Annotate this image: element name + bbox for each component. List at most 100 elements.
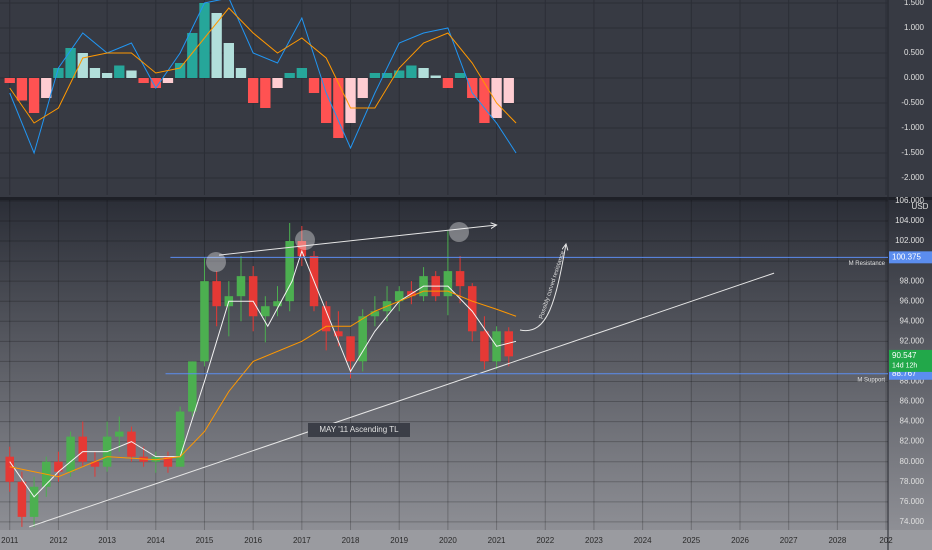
- candle-body: [66, 436, 75, 472]
- x-tick-label: 2013: [98, 536, 116, 545]
- y-tick-label: 0.500: [904, 48, 925, 57]
- annotation: MAY '11 Ascending TL: [319, 425, 399, 434]
- histogram-bar: [114, 65, 125, 78]
- histogram-bar: [430, 75, 441, 78]
- candle-body: [480, 331, 489, 362]
- candle-body: [212, 281, 221, 307]
- y-tick-label: 92.000: [900, 336, 925, 345]
- histogram-bar: [28, 78, 40, 113]
- candle-body: [163, 456, 173, 467]
- y-tick-label: -0.500: [901, 98, 924, 107]
- histogram-bar: [77, 53, 88, 78]
- histogram-bar: [357, 78, 368, 98]
- candle-body: [321, 306, 331, 332]
- x-tick-label: 2015: [196, 536, 214, 545]
- x-tick-label: 2024: [634, 536, 652, 545]
- histogram-bar: [211, 13, 222, 78]
- histogram-bar: [235, 68, 247, 78]
- macd-layer: 1.500 1.000 0.500 0.000 -0.500 -1.000 -1.500 -2…: [0, 0, 925, 195]
- y-tick-label: 96.000: [900, 296, 925, 305]
- histogram-bar: [150, 78, 161, 88]
- y-tick-label: 76.000: [900, 497, 925, 506]
- candle-body: [285, 241, 294, 302]
- histogram-bar: [418, 68, 429, 78]
- annotation-box: [308, 423, 410, 437]
- series-line: [9, 249, 517, 498]
- x-tick-label: 2028: [828, 536, 846, 545]
- histogram-bar: [467, 78, 478, 98]
- candle-body: [443, 271, 453, 297]
- histogram-bar: [394, 70, 405, 78]
- pane-separator: [0, 197, 932, 200]
- y-tick-label: 80.000: [900, 457, 925, 466]
- y-tick-label: 102.000: [895, 236, 924, 245]
- histogram-bar: [321, 78, 332, 123]
- histogram-bar: [89, 68, 101, 78]
- histogram-bar: [126, 70, 137, 78]
- candle-body: [334, 331, 343, 337]
- candle-body: [17, 481, 27, 517]
- price-layer: 106.000104.000102.000100.00098.00096.000…: [0, 196, 932, 545]
- y-tick-label: 82.000: [900, 437, 925, 446]
- histogram-bar: [442, 78, 454, 88]
- x-tick-label: 202: [879, 536, 893, 545]
- unit-label: USD: [912, 202, 929, 211]
- candle-body: [90, 461, 100, 467]
- series-line: [9, 290, 517, 478]
- histogram-bar: [296, 68, 308, 78]
- x-tick-label: 2023: [585, 536, 603, 545]
- level-value: 100.375: [892, 252, 921, 261]
- candle-body: [78, 436, 88, 462]
- y-tick-label: -1.500: [901, 148, 924, 157]
- highlight: [449, 222, 469, 242]
- x-tick-label: 2022: [536, 536, 554, 545]
- histogram-bar: [284, 73, 295, 78]
- candle-body: [504, 331, 514, 357]
- last-price: 90.547: [892, 351, 917, 360]
- histogram-bar: [174, 63, 186, 78]
- candle-body: [236, 276, 246, 297]
- x-tick-label: 2011: [1, 536, 19, 545]
- candle-body: [273, 301, 282, 307]
- y-tick-label: 0.000: [904, 73, 925, 82]
- series-line: [9, 0, 517, 155]
- histogram-bar: [333, 78, 344, 138]
- candle-body: [175, 411, 185, 467]
- macd-pane: [0, 0, 932, 197]
- countdown: 14d 12h: [892, 363, 917, 370]
- curved-arrow: [519, 244, 566, 332]
- y-tick-label: 1.000: [904, 23, 925, 32]
- candle-body: [370, 311, 380, 317]
- histogram-bar: [503, 78, 514, 103]
- x-tick-label: 2021: [488, 536, 506, 545]
- histogram-bar: [406, 65, 417, 78]
- histogram-bar: [272, 78, 283, 88]
- x-tick-label: 2019: [390, 536, 408, 545]
- histogram-bar: [199, 3, 210, 78]
- y-tick-label: -1.000: [901, 123, 924, 132]
- y-tick-label: 104.000: [895, 216, 924, 225]
- series-line: [9, 7, 517, 124]
- candle-body: [467, 286, 477, 332]
- x-tick-label: 2018: [342, 536, 360, 545]
- histogram-bar: [308, 78, 320, 93]
- trend-line: [29, 272, 775, 528]
- candle-body: [358, 316, 367, 362]
- level-label: M Resistance: [849, 261, 886, 267]
- candle-body: [455, 271, 465, 287]
- price-tag: [889, 349, 932, 372]
- histogram-bar: [479, 78, 490, 123]
- candle-body: [200, 281, 209, 362]
- histogram-bar: [41, 78, 52, 98]
- histogram-bar: [491, 78, 502, 118]
- x-tick-label: 2017: [293, 536, 311, 545]
- histogram-bar: [101, 73, 113, 78]
- histogram-bar: [454, 73, 466, 78]
- x-tick-label: 2027: [780, 536, 798, 545]
- histogram-bar: [260, 78, 271, 108]
- candle-body: [115, 431, 124, 437]
- candle-body: [248, 276, 258, 317]
- y-tick-label: 84.000: [900, 417, 925, 426]
- price-pane: [0, 200, 932, 530]
